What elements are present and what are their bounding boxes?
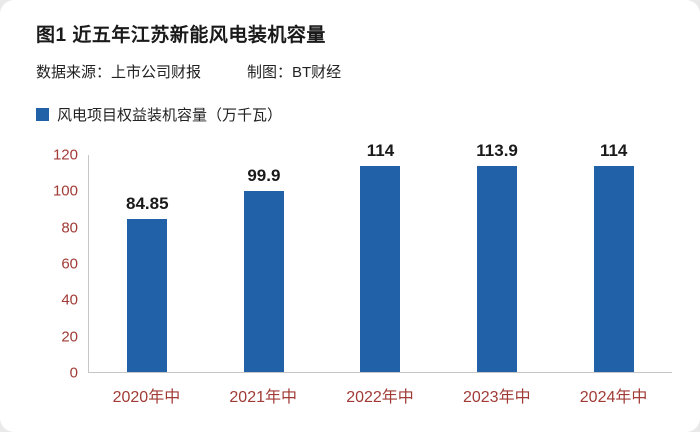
x-axis-labels: 2020年中 2021年中 2022年中 2023年中 2024年中 <box>88 373 672 407</box>
y-tick-label: 60 <box>61 255 78 273</box>
meta-row: 数据来源：上市公司财报 制图：BT财经 <box>36 61 672 82</box>
chart-area: 0 20 40 60 80 100 120 84.85 99.9 114 113.9 114 <box>36 142 672 381</box>
bar <box>477 166 518 372</box>
x-tick-label: 2021年中 <box>229 389 297 406</box>
bar-value-label: 114 <box>366 140 395 160</box>
bar <box>593 165 634 372</box>
x-tick-label: 2022年中 <box>346 389 414 406</box>
y-tick-label: 40 <box>61 291 78 309</box>
x-tick-label: 2023年中 <box>462 389 531 406</box>
bar <box>360 165 401 372</box>
bar <box>127 218 168 372</box>
bar-group: 84.85 <box>89 155 206 372</box>
bars-container: 84.85 99.9 114 113.9 114 <box>89 142 672 372</box>
y-tick-label: 120 <box>52 146 78 164</box>
y-tick-label: 20 <box>61 328 78 346</box>
y-tick-label: 100 <box>52 182 78 200</box>
data-source-label: 数据来源：上市公司财报 <box>36 64 202 81</box>
bar-group: 99.9 <box>206 155 323 372</box>
legend: 风电项目权益装机容量（万千瓦） <box>36 104 672 125</box>
bar-group: 114 <box>322 142 439 372</box>
y-axis: 0 20 40 60 80 100 120 <box>36 148 88 381</box>
plot-area: 84.85 99.9 114 113.9 114 <box>88 142 672 373</box>
x-tick-label: 2020年中 <box>112 389 181 406</box>
bar-value-label: 99.9 <box>247 166 281 186</box>
bar-group: 113.9 <box>439 142 556 372</box>
y-tick-label: 80 <box>61 219 78 237</box>
bar-value-label: 114 <box>599 140 628 160</box>
legend-swatch-icon <box>36 108 49 121</box>
x-tick-label: 2024年中 <box>579 389 648 406</box>
y-tick-label: 0 <box>69 364 78 382</box>
bar <box>243 191 284 372</box>
bar-value-label: 84.85 <box>126 193 169 213</box>
bar-group: 114 <box>555 142 672 372</box>
bar-value-label: 113.9 <box>476 141 518 161</box>
chart-title: 图1 近五年江苏新能风电装机容量 <box>36 25 326 46</box>
chart-maker-label: 制图：BT财经 <box>247 64 342 81</box>
legend-label: 风电项目权益装机容量（万千瓦） <box>57 107 283 124</box>
